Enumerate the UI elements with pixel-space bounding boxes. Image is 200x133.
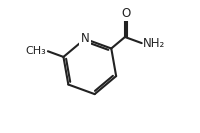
Text: N: N <box>81 32 89 45</box>
Text: O: O <box>122 7 131 20</box>
Text: NH₂: NH₂ <box>143 37 165 50</box>
Text: CH₃: CH₃ <box>26 46 47 56</box>
